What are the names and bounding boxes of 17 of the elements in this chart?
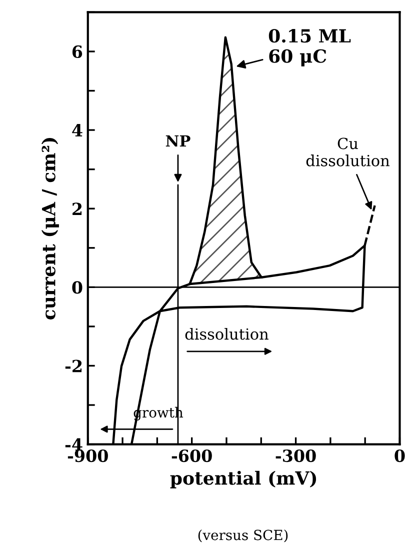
y-tick-label: 6 <box>72 45 82 58</box>
x-tick-label: -900 <box>68 449 108 462</box>
text: (versus SCE) <box>198 529 288 542</box>
y-tick-label: -4 <box>65 438 82 451</box>
annotation: NP <box>166 135 190 147</box>
y-tick-label: -2 <box>65 360 82 372</box>
annotation: dissolution <box>185 328 268 340</box>
x-tick-label: -600 <box>172 449 212 462</box>
annotation: 0.15 ML 60 μC <box>268 29 351 66</box>
y-tick-label: 2 <box>72 202 82 215</box>
y-tick-label: 0 <box>72 281 82 294</box>
x-axis-title: potential (mV) <box>170 470 316 488</box>
x-tick-label: -300 <box>276 449 316 462</box>
annotation: Cu dissolution <box>306 138 390 166</box>
y-axis-title: current (μA / cm²) <box>41 138 59 320</box>
y-tick-label: 4 <box>72 124 82 136</box>
x-tick-label: 0 <box>394 449 405 462</box>
